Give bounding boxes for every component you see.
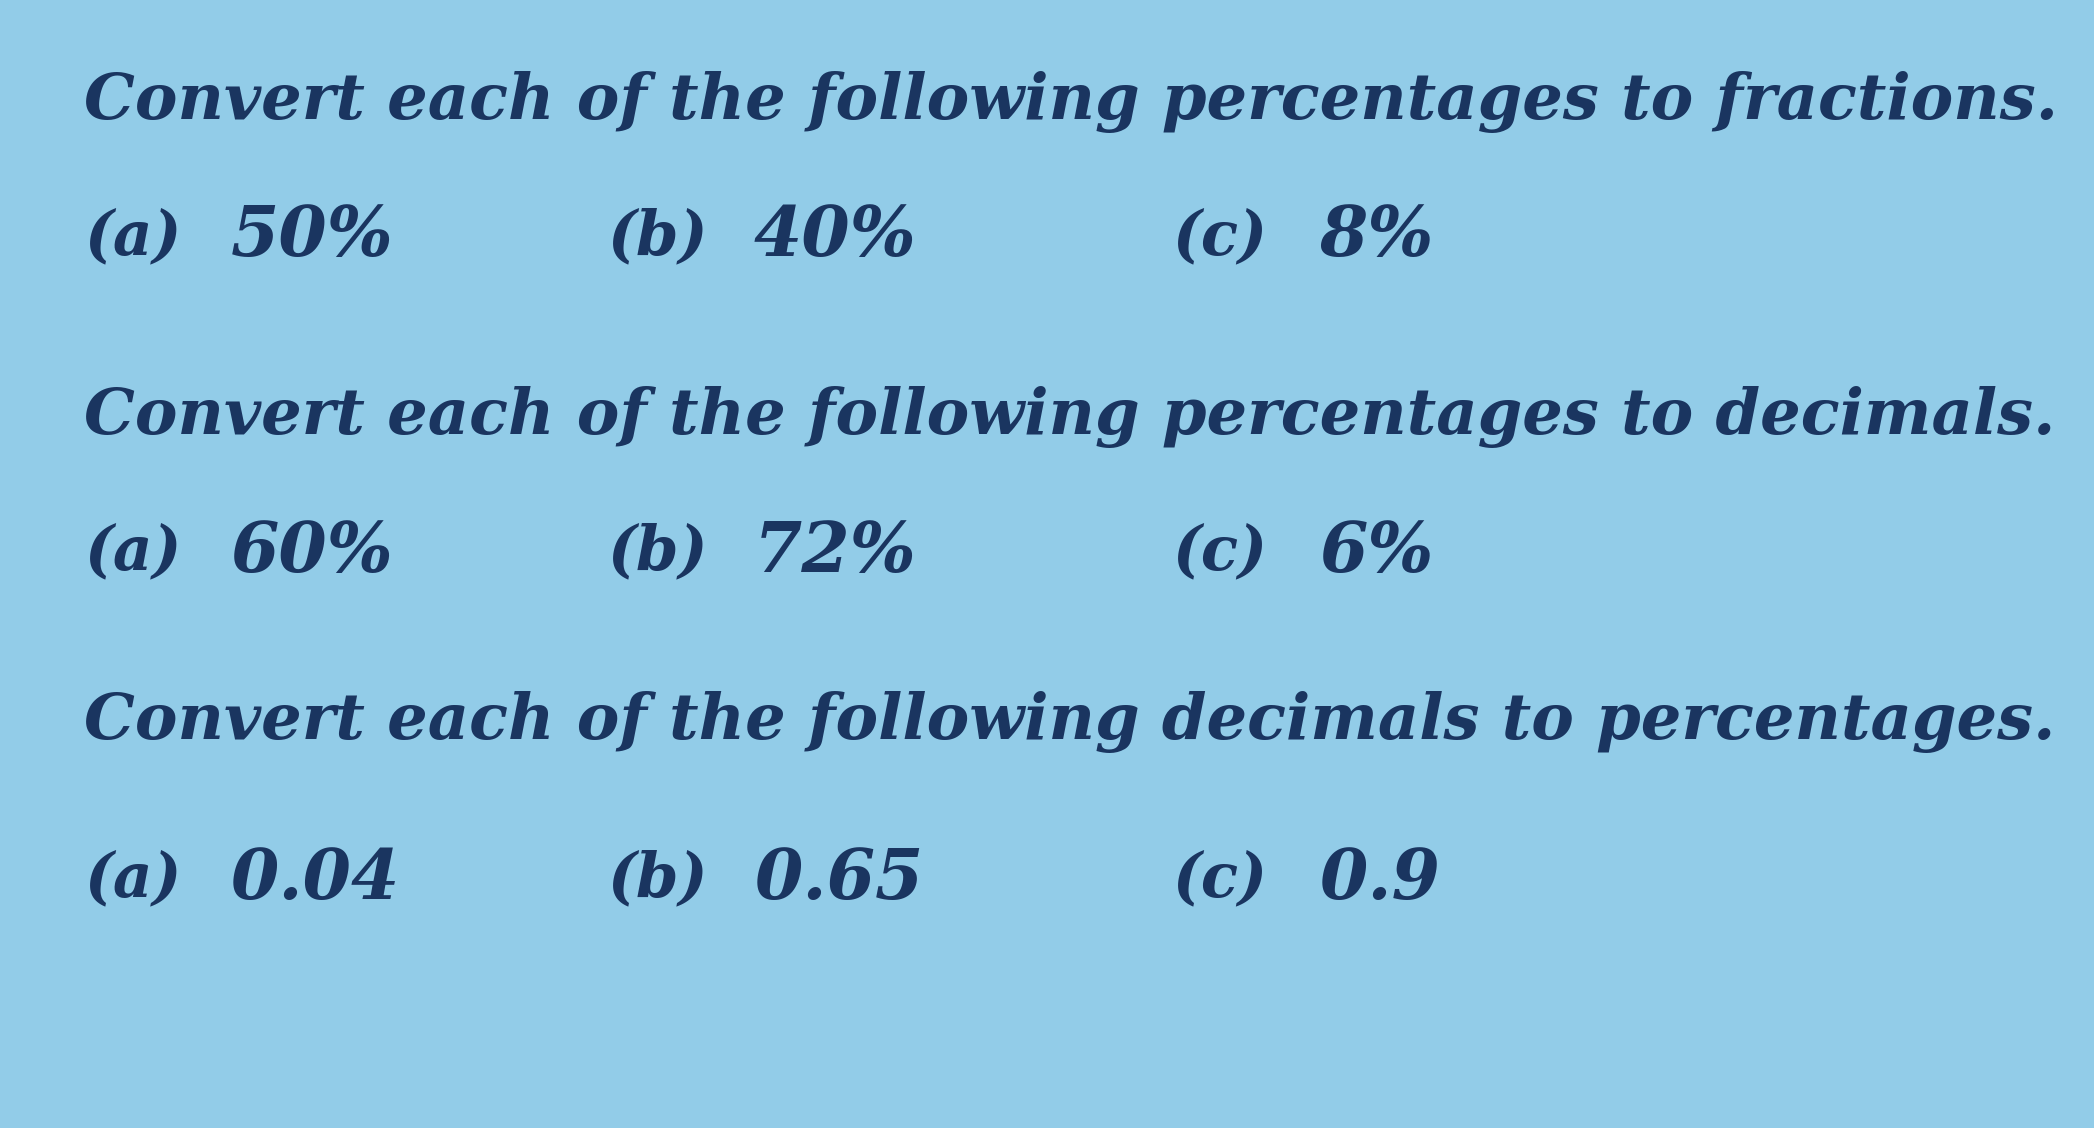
Text: (c): (c) [1173,522,1267,583]
Text: (c): (c) [1173,849,1267,910]
Text: Convert each of the following decimals to percentages.: Convert each of the following decimals t… [84,691,2054,752]
Text: 0.65: 0.65 [754,846,923,914]
Text: 40%: 40% [754,203,917,271]
Text: 0.04: 0.04 [230,846,400,914]
Text: (b): (b) [607,206,708,267]
Text: (a): (a) [84,522,182,583]
Text: 50%: 50% [230,203,394,271]
Text: (b): (b) [607,849,708,910]
Text: (a): (a) [84,206,182,267]
Text: (c): (c) [1173,206,1267,267]
Text: 6%: 6% [1319,519,1434,587]
Text: (b): (b) [607,522,708,583]
Text: (a): (a) [84,849,182,910]
Text: Convert each of the following percentages to decimals.: Convert each of the following percentage… [84,387,2054,448]
Text: 0.9: 0.9 [1319,846,1441,914]
Text: 72%: 72% [754,519,917,587]
Text: Convert each of the following percentages to fractions.: Convert each of the following percentage… [84,71,2058,132]
Text: 8%: 8% [1319,203,1434,271]
Text: 60%: 60% [230,519,394,587]
